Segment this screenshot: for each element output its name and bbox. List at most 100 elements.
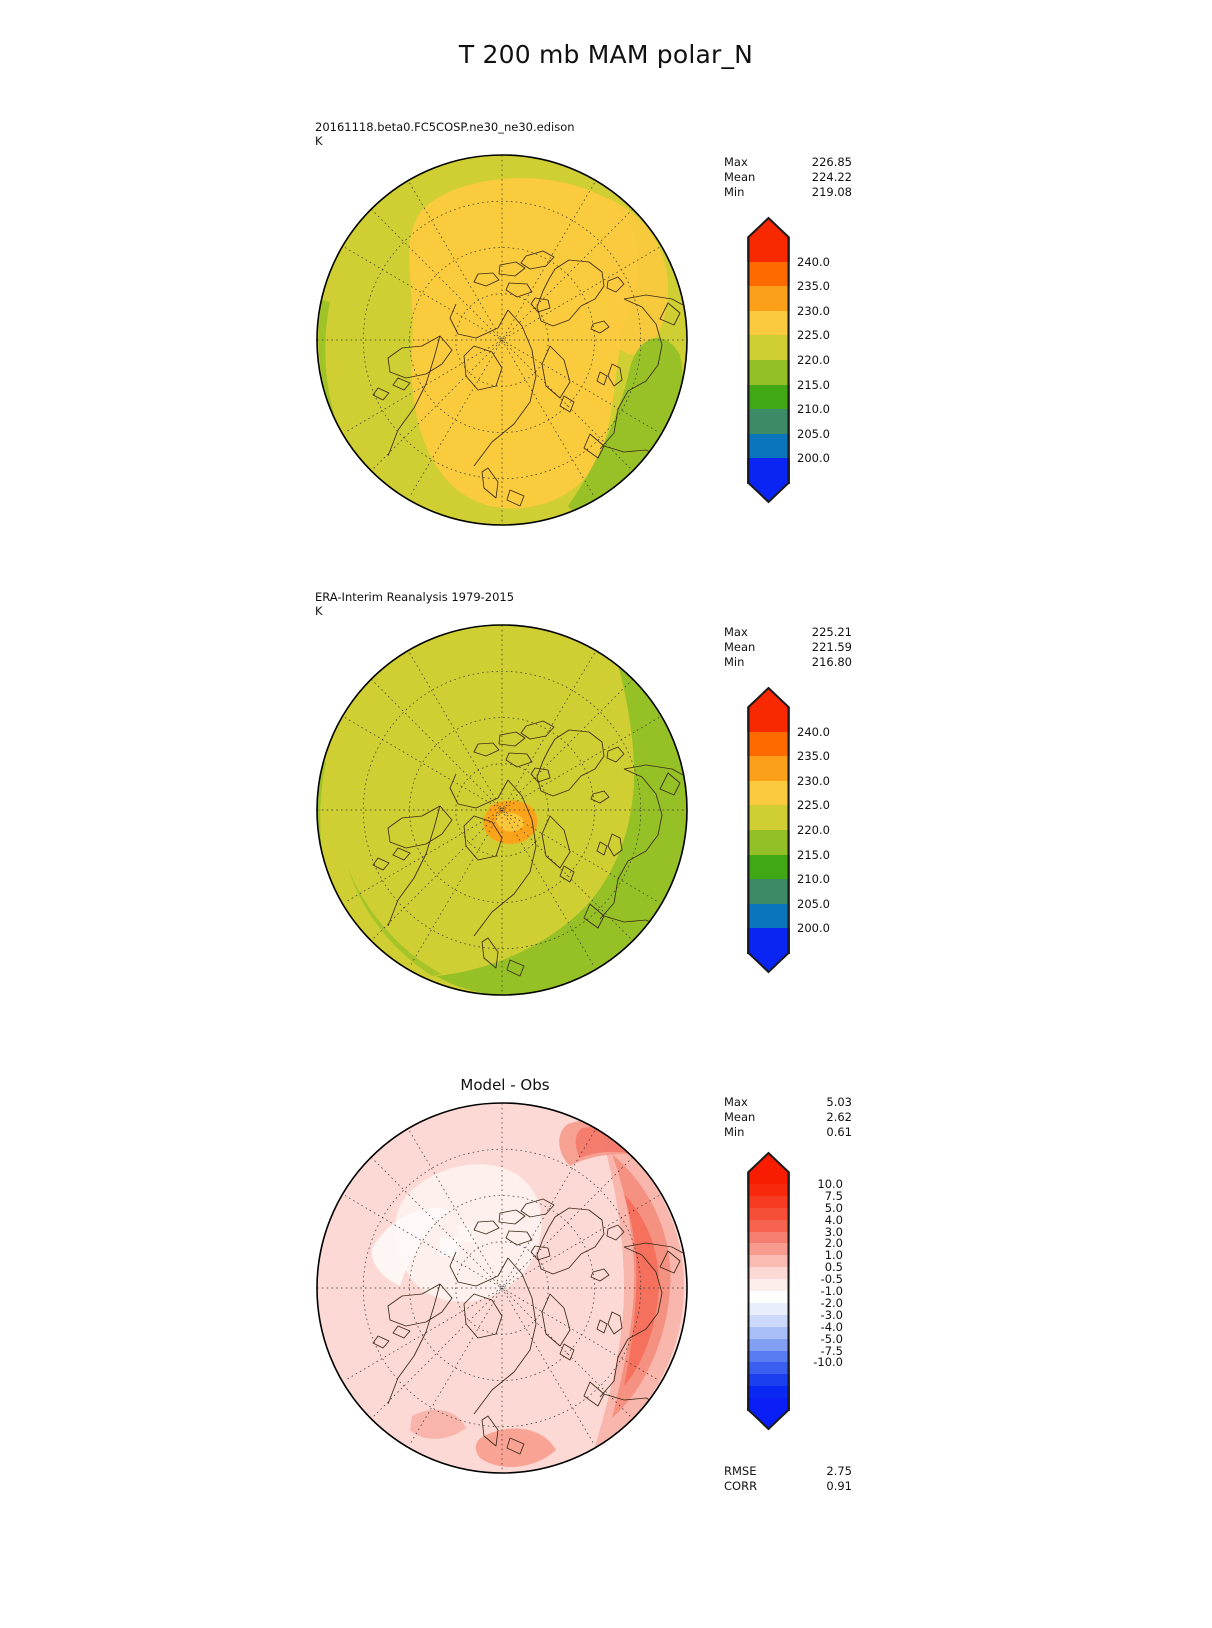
colorbar-segment	[747, 1386, 790, 1399]
colorbar-segment	[747, 1314, 790, 1328]
panel-model: 20161118.beta0.FC5COSP.ne30_ne30.edison …	[0, 120, 1212, 560]
colorbar-obs[interactable]: 240.0 235.0 230.0 225.0 220.0 215.0 210.0 205.0…	[747, 685, 887, 975]
colorbar-tick-label: -7.5	[820, 1343, 843, 1358]
colorbar-tick-label: 215.0	[797, 377, 830, 392]
colorbar-tick-label: 1.0	[824, 1248, 843, 1263]
colorbar-segment	[747, 1267, 790, 1280]
panel-difference-title: Model - Obs	[460, 1076, 550, 1094]
colorbar-tick-label: 230.0	[797, 773, 830, 788]
colorbar-segment	[747, 805, 790, 831]
stat-value: 216.80	[811, 655, 852, 669]
colorbar-tick-label: 200.0	[797, 921, 830, 936]
colorbar-segment	[747, 1243, 790, 1256]
colorbar-segment	[747, 903, 790, 929]
colorbar-segment	[747, 433, 790, 459]
colorbar-segment	[747, 879, 790, 905]
colorbar-extend-top	[747, 688, 790, 707]
colorbar-segment	[747, 928, 790, 954]
metric-label: CORR	[724, 1479, 758, 1493]
colorbar-segment	[747, 731, 790, 757]
colorbar-segment	[747, 286, 790, 312]
colorbar-gradient	[747, 1150, 790, 1429]
colorbar-extend-bottom	[747, 1410, 790, 1429]
panel-obs: ERA-Interim Reanalysis 1979-2015 K	[0, 590, 1212, 1030]
globe-map-obs[interactable]	[312, 620, 692, 1000]
stat-label: Mean	[724, 640, 756, 654]
colorbar-extend-top	[747, 1153, 790, 1172]
panel-obs-units: K	[315, 604, 323, 618]
page-title: T 200 mb MAM polar_N	[458, 40, 754, 69]
colorbar-tick-label: -1.0	[820, 1284, 843, 1298]
panel-model-caption: 20161118.beta0.FC5COSP.ne30_ne30.edison	[315, 120, 575, 134]
stat-value: 219.08	[811, 185, 852, 199]
colorbar-segment	[747, 237, 790, 263]
colorbar-tick-label: 225.0	[797, 328, 830, 343]
metric-value: 0.91	[826, 1479, 852, 1493]
stat-label: Mean	[724, 170, 756, 184]
colorbar-tick-label: -3.0	[820, 1307, 843, 1322]
stat-value: 225.21	[811, 625, 852, 639]
colorbar-tick-label: 200.0	[797, 451, 830, 466]
colorbar-gradient	[747, 215, 790, 502]
globe-map-difference[interactable]	[312, 1098, 692, 1478]
stat-value: 226.85	[811, 155, 852, 169]
colorbar-model[interactable]: 240.0 235.0 230.0 225.0 220.0 215.0 210.0 205.0…	[747, 215, 887, 505]
stat-value: 5.03	[826, 1095, 852, 1109]
colorbar-segment	[747, 409, 790, 435]
stat-value: 2.62	[826, 1110, 852, 1124]
metric-value: 2.75	[826, 1464, 852, 1478]
colorbar-tick-label: 3.0	[824, 1224, 843, 1239]
colorbar-tick-label: 235.0	[797, 749, 830, 764]
stat-value: 0.61	[826, 1125, 852, 1139]
colorbar-segment	[747, 458, 790, 484]
colorbar-tick-label: 220.0	[797, 353, 830, 367]
colorbar-segment	[747, 1183, 790, 1197]
colorbar-segment	[747, 707, 790, 733]
colorbar-difference[interactable]: 10.0 7.5 5.0 4.0 3.0 2.0 1.0 0.5 -0.5 -1.0 -2.0 -3.…	[747, 1150, 887, 1480]
colorbar-tick-label: -10.0	[813, 1355, 843, 1370]
panel-difference: Model - Obs	[0, 1060, 1212, 1500]
panel-obs-caption: ERA-Interim Reanalysis 1979-2015	[315, 590, 515, 604]
colorbar-segment	[747, 1362, 790, 1375]
colorbar-tick-label: 230.0	[797, 303, 830, 318]
colorbar-extend-bottom	[747, 953, 790, 972]
stat-label: Max	[724, 1095, 748, 1109]
colorbar-gradient	[747, 685, 790, 972]
colorbar-segment	[747, 780, 790, 806]
colorbar-tick-label: 0.5	[824, 1260, 843, 1275]
stat-label: Min	[724, 185, 745, 199]
colorbar-segment	[747, 1279, 790, 1292]
colorbar-tick-label: 215.0	[797, 847, 830, 862]
colorbar-tick-label: 5.0	[824, 1200, 843, 1215]
stat-label: Max	[724, 155, 748, 169]
colorbar-segment	[747, 1350, 790, 1363]
colorbar-tick-label: 220.0	[797, 823, 830, 837]
globe-map-model[interactable]	[312, 150, 692, 530]
colorbar-segment	[747, 756, 790, 782]
colorbar-segment	[747, 261, 790, 287]
colorbar-tick-label: 225.0	[797, 798, 830, 813]
colorbar-tick-label: 235.0	[797, 279, 830, 294]
colorbar-segment	[747, 1326, 790, 1340]
colorbar-extend-top	[747, 218, 790, 237]
colorbar-segment	[747, 854, 790, 880]
colorbar-segment	[747, 360, 790, 386]
colorbar-tick-label: 4.0	[824, 1212, 843, 1227]
colorbar-extend-bottom	[747, 483, 790, 502]
colorbar-tick-label: -5.0	[820, 1331, 843, 1346]
colorbar-tick-label: 205.0	[797, 896, 830, 911]
panel-model-units: K	[315, 134, 323, 148]
colorbar-tick-label: 2.0	[824, 1236, 843, 1251]
colorbar-segment	[747, 1291, 790, 1304]
metric-label: RMSE	[724, 1464, 757, 1478]
stat-label: Min	[724, 655, 745, 669]
stat-value: 221.59	[811, 640, 852, 654]
colorbar-segment	[747, 1172, 790, 1185]
colorbar-segment	[747, 1207, 790, 1221]
colorbar-tick-label: -4.0	[820, 1319, 843, 1334]
colorbar-segment	[747, 1338, 790, 1352]
colorbar-tick-label: 205.0	[797, 426, 830, 441]
stat-label: Mean	[724, 1110, 756, 1124]
stat-label: Min	[724, 1125, 745, 1139]
